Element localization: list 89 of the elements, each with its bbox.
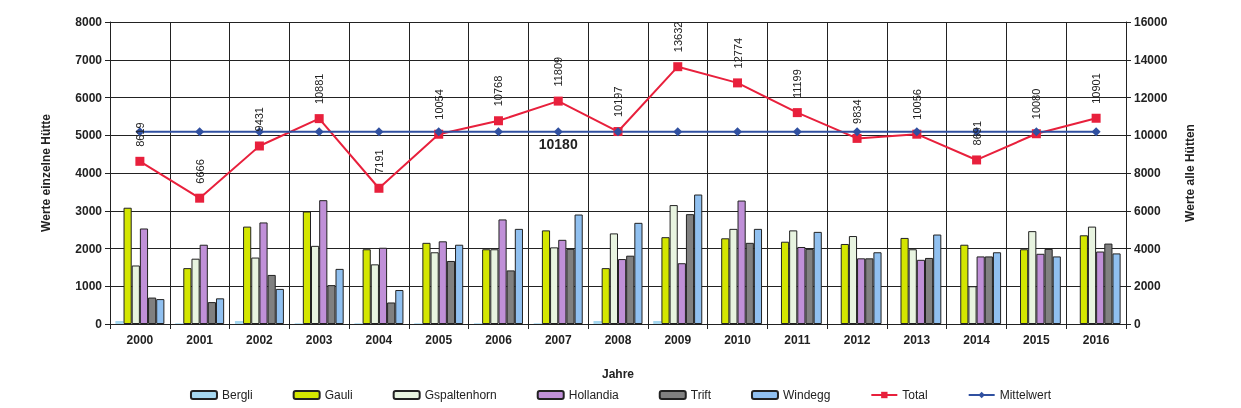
x-tick-label: 2011 xyxy=(784,333,811,347)
point xyxy=(254,141,264,151)
data-label: 6666 xyxy=(193,159,206,184)
x-tick-label: 2016 xyxy=(1082,333,1110,347)
bar xyxy=(115,320,124,324)
data-label: 8619 xyxy=(133,122,146,147)
point xyxy=(733,78,743,88)
data-label: 11199 xyxy=(791,69,804,99)
y2-tick-label: 10000 xyxy=(1134,128,1168,143)
x-tick-label: 2014 xyxy=(963,333,991,347)
data-label: 10080 xyxy=(1030,88,1043,120)
point xyxy=(1091,113,1101,123)
y2-tick-label: 12000 xyxy=(1134,90,1168,105)
legend-label: Mittelwert xyxy=(999,388,1052,402)
x-tick-label: 2010 xyxy=(724,333,752,347)
x-tick-label: 2008 xyxy=(604,333,632,347)
legend-label: Total xyxy=(902,388,928,402)
x-tick-label: 2000 xyxy=(126,333,154,347)
point xyxy=(792,127,802,137)
point xyxy=(314,127,324,137)
data-label: 10901 xyxy=(1090,73,1103,104)
point xyxy=(852,127,862,137)
y2-axis-title: Werte alle Hütten xyxy=(1183,124,1197,222)
point xyxy=(792,108,802,118)
x-tick-label: 2003 xyxy=(305,333,333,347)
x-tick-label: 2005 xyxy=(425,333,453,347)
data-label: 10054 xyxy=(432,89,445,120)
y2-tick-label: 14000 xyxy=(1134,52,1168,67)
point xyxy=(195,193,205,203)
legend-label: Hollandia xyxy=(568,388,620,402)
y-tick-label: 0 xyxy=(95,317,103,331)
legend-label: Gauli xyxy=(324,388,353,402)
y-tick-label: 7000 xyxy=(75,52,103,67)
point xyxy=(673,127,683,137)
y-axis-title: Werte einzelne Hütte xyxy=(39,113,53,232)
bar xyxy=(593,320,602,324)
x-axis-title: Jahre xyxy=(601,367,635,381)
y2-tick-label: 16000 xyxy=(1134,15,1168,29)
y2-tick-label: 6000 xyxy=(1134,203,1162,218)
legend-label: Trift xyxy=(690,388,712,402)
point xyxy=(493,127,503,137)
y-tick-label: 5000 xyxy=(75,128,103,143)
data-label: 10768 xyxy=(492,75,505,107)
y2-tick-label: 2000 xyxy=(1134,279,1162,294)
y2-tick-label: 8000 xyxy=(1134,166,1162,180)
point xyxy=(374,127,384,137)
point xyxy=(972,155,982,165)
x-tick-label: 2013 xyxy=(903,333,931,347)
x-tick-label: 2006 xyxy=(485,333,513,347)
y2-tick-label: 4000 xyxy=(1134,241,1162,256)
data-label: 11809 xyxy=(552,56,565,87)
x-tick-label: 2002 xyxy=(246,333,274,347)
y-tick-label: 6000 xyxy=(75,90,103,105)
y-tick-label: 1000 xyxy=(75,279,103,294)
data-label: 9431 xyxy=(253,107,266,132)
x-tick-label: 2009 xyxy=(664,333,692,347)
data-label: 7191 xyxy=(372,149,385,174)
bar xyxy=(653,320,662,324)
legend-label: Windegg xyxy=(782,388,831,402)
y-tick-label: 3000 xyxy=(75,203,103,218)
point xyxy=(195,127,205,137)
x-tick-label: 2004 xyxy=(365,333,393,347)
point xyxy=(374,183,384,193)
point xyxy=(314,114,324,124)
bar xyxy=(234,320,244,324)
data-label: 10180 xyxy=(538,136,578,153)
point xyxy=(135,156,145,166)
legend-label: Gspaltenhorn xyxy=(424,388,497,402)
point xyxy=(493,116,503,126)
data-label: 10056 xyxy=(910,89,923,120)
data-label: 13632 xyxy=(671,21,684,53)
y-tick-label: 8000 xyxy=(75,15,103,29)
point xyxy=(673,62,683,72)
data-label: 8691 xyxy=(970,120,983,146)
point xyxy=(852,133,862,143)
data-label: 9834 xyxy=(851,99,864,124)
point xyxy=(1091,127,1101,137)
y-tick-label: 2000 xyxy=(75,241,103,256)
x-tick-label: 2007 xyxy=(544,333,572,347)
x-tick-label: 2015 xyxy=(1023,333,1051,347)
legend-label: Bergli xyxy=(221,388,253,402)
point xyxy=(553,127,563,137)
x-tick-label: 2001 xyxy=(186,333,214,347)
data-label: 10881 xyxy=(313,73,326,105)
y2-tick-label: 0 xyxy=(1134,317,1141,331)
point xyxy=(733,127,743,137)
x-tick-label: 2012 xyxy=(843,333,871,347)
point xyxy=(553,96,563,106)
y-tick-label: 4000 xyxy=(75,166,103,180)
